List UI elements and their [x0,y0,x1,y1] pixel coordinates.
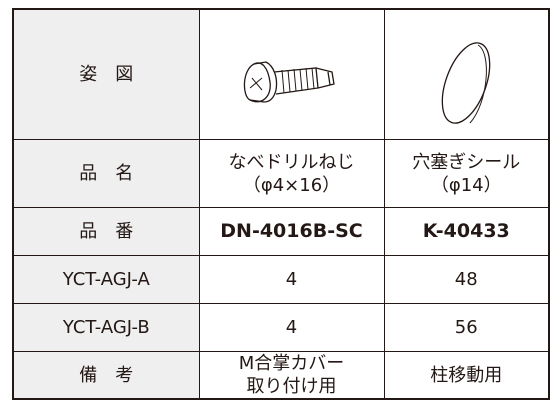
seal-image [441,42,491,124]
screw-image [243,61,335,103]
cell: 56 [383,303,550,352]
cell: K-40433 [383,207,550,256]
cell: 4 [198,255,385,304]
cell: 4 [198,303,385,352]
row-label: 姿 図 [12,8,200,140]
cell: 48 [383,255,550,304]
row-label: YCT-AGJ-A [12,255,200,304]
row: 品 番 DN-4016B-SC K-40433 [12,207,550,256]
cell: 穴塞ぎシール （φ14） [383,139,550,208]
cell: なべドリルねじ （φ4×16） [198,139,385,208]
row: 品 名 なべドリルねじ （φ4×16） 穴塞ぎシール （φ14） [12,139,550,208]
row-label: 備 考 [12,351,200,400]
row-label: YCT-AGJ-B [12,303,200,352]
image-cell [198,8,385,140]
image-cell [383,8,550,140]
row: 姿 図 [12,8,550,140]
row-label: 品 番 [12,207,200,256]
cell: M合掌カバー 取り付け用 [198,351,385,400]
cell: DN-4016B-SC [198,207,385,256]
row: YCT-AGJ-A 4 48 [12,255,550,304]
row: 備 考 M合掌カバー 取り付け用 柱移動用 [12,351,550,400]
row: YCT-AGJ-B 4 56 [12,303,550,352]
cell: 柱移動用 [383,351,550,400]
spec-table: 姿 図 品 名 なべドリルねじ （φ4×16） 穴塞ぎシール （ [12,8,550,400]
row-label: 品 名 [12,139,200,208]
